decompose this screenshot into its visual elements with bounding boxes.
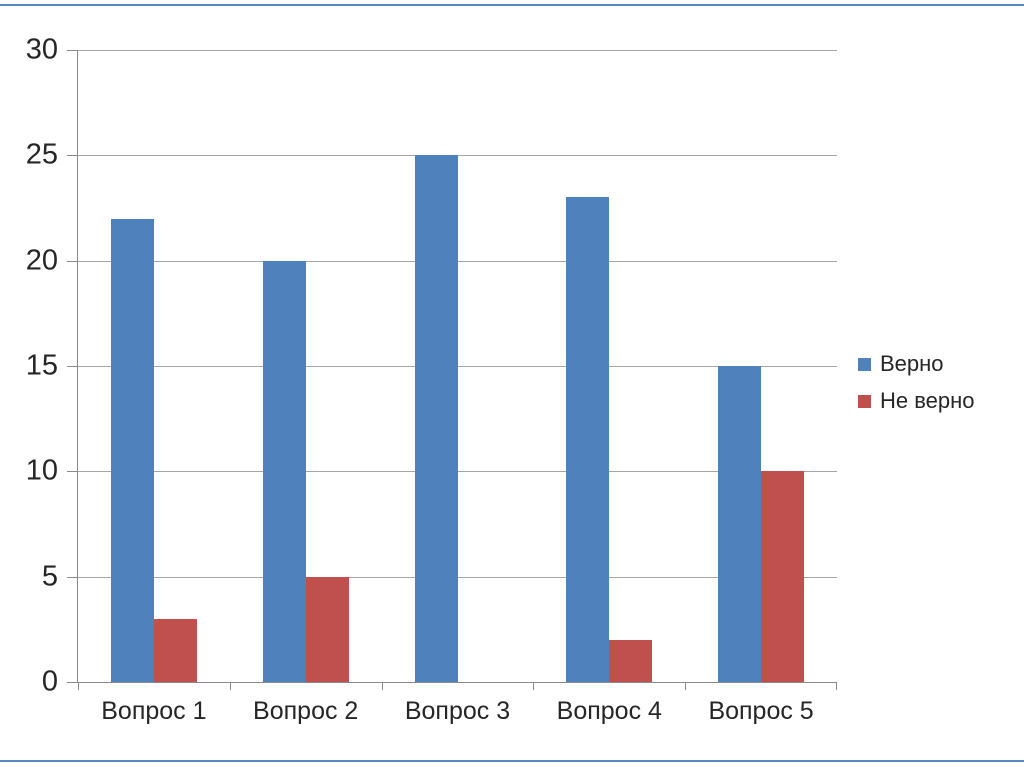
slide-bottom-accent-line <box>0 760 1024 762</box>
x-axis-tick-2 <box>381 683 383 690</box>
y-axis-tick-5 <box>67 576 78 578</box>
y-axis-tick-0 <box>67 682 78 683</box>
y-axis-tick-25 <box>67 155 78 157</box>
y-axis-tick-20 <box>67 260 78 262</box>
gridline-10 <box>78 471 837 473</box>
x-axis-line <box>77 682 837 683</box>
bar-Не верно-Вопрос 2 <box>305 576 349 682</box>
legend: Верно Не верно <box>858 352 975 426</box>
x-axis-category-label-4: Вопрос 4 <box>556 697 662 725</box>
legend-swatch-icon <box>858 394 871 408</box>
y-axis-tick-label-20: 20 <box>25 244 58 277</box>
bar-Не верно-Вопрос 5 <box>761 471 805 682</box>
bar-Верно-Вопрос 3 <box>414 155 458 682</box>
y-axis-tick-label-10: 10 <box>25 454 58 487</box>
x-axis-category-label-5: Вопрос 5 <box>708 697 814 725</box>
gridline-20 <box>78 260 837 262</box>
y-axis-tick-10 <box>67 471 78 473</box>
y-axis-tick-label-15: 15 <box>25 349 58 382</box>
bar-Верно-Вопрос 2 <box>262 260 306 682</box>
x-axis-labels: Вопрос 1 Вопрос 2 Вопрос 3 Вопрос 4 Вопрос 5 <box>78 697 837 732</box>
slide-top-accent-line <box>0 4 1024 6</box>
x-axis-category-label-1: Вопрос 1 <box>101 697 207 725</box>
bar-Верно-Вопрос 5 <box>718 366 762 682</box>
y-axis-tick-label-5: 5 <box>41 560 58 593</box>
bar-Верно-Вопрос 1 <box>110 218 154 682</box>
x-axis-tick-4 <box>685 683 687 690</box>
x-axis-category-label-2: Вопрос 2 <box>253 697 359 725</box>
bar-Не верно-Вопрос 4 <box>609 639 653 682</box>
bar-Верно-Вопрос 4 <box>566 197 610 682</box>
gridline-15 <box>78 366 837 367</box>
x-axis-tick-3 <box>533 683 535 690</box>
y-axis-tick-label-30: 30 <box>25 33 58 66</box>
x-axis-tick-0 <box>78 683 79 690</box>
legend-label: Не верно <box>880 388 975 413</box>
gridline-5 <box>78 576 837 578</box>
x-axis-tick-1 <box>229 683 231 690</box>
y-axis-labels: 0 5 10 15 20 25 30 <box>0 35 58 696</box>
plot-area <box>67 50 837 690</box>
legend-item-Верно: Верно <box>858 352 975 376</box>
gridline-30 <box>78 50 837 51</box>
y-axis-tick-label-0: 0 <box>41 665 58 698</box>
x-axis-category-label-3: Вопрос 3 <box>404 697 511 725</box>
y-axis-line <box>77 50 78 683</box>
gridline-25 <box>78 155 837 157</box>
legend-label: Верно <box>880 351 944 376</box>
legend-item-Не верно: Не верно <box>858 389 975 413</box>
y-axis-tick-30 <box>67 50 78 51</box>
bar-Не верно-Вопрос 1 <box>153 618 197 682</box>
y-axis-tick-15 <box>67 366 78 367</box>
y-axis-tick-label-25: 25 <box>25 138 58 171</box>
x-axis-tick-5 <box>836 683 837 690</box>
legend-swatch-icon <box>858 357 871 371</box>
